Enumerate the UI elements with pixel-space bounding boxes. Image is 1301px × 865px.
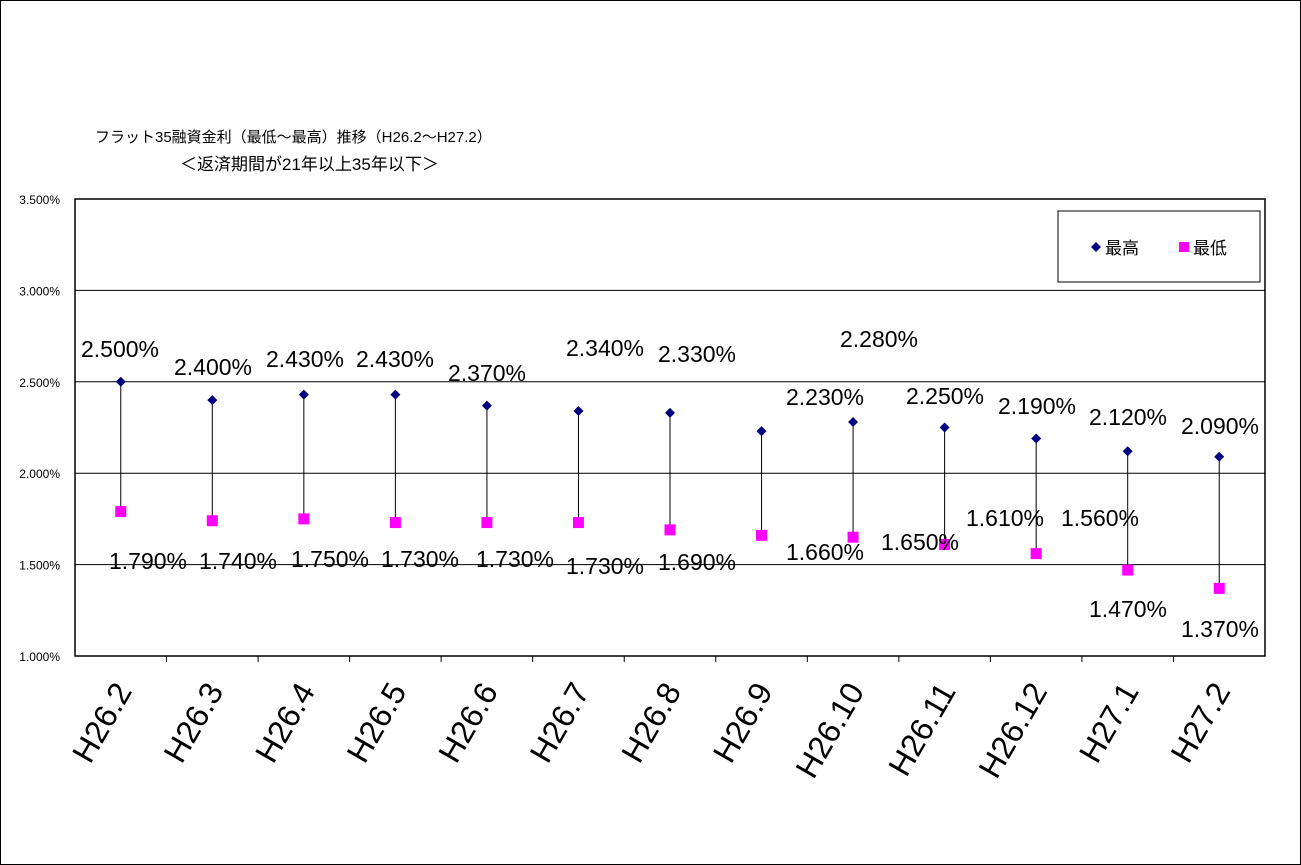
min-data-label: 1.750% xyxy=(291,546,369,572)
min-point xyxy=(1030,548,1042,560)
min-point xyxy=(1213,582,1225,594)
x-tick-label: H26.9 xyxy=(706,677,780,769)
min-data-label: 1.690% xyxy=(658,549,736,575)
min-point xyxy=(481,517,493,529)
max-data-label: 2.280% xyxy=(840,326,918,352)
y-tick-label: 3.500% xyxy=(19,193,60,207)
max-data-label: 2.370% xyxy=(448,360,526,386)
min-point xyxy=(115,506,127,518)
x-tick-label: H27.2 xyxy=(1163,677,1237,769)
min-data-label: 1.740% xyxy=(199,548,277,574)
min-data-label: 1.790% xyxy=(109,548,187,574)
max-data-label: 2.430% xyxy=(356,346,434,372)
max-data-label: 2.090% xyxy=(1181,413,1259,439)
min-data-label: 1.660% xyxy=(786,539,864,565)
min-data-label: 1.730% xyxy=(381,546,459,572)
min-data-label: 1.470% xyxy=(1089,596,1167,622)
y-tick-label: 1.500% xyxy=(19,559,60,573)
min-point xyxy=(664,524,676,536)
min-point xyxy=(298,513,310,525)
max-point xyxy=(573,406,584,417)
max-point xyxy=(665,407,675,418)
max-point xyxy=(939,422,950,433)
max-point xyxy=(1122,446,1133,457)
x-tick-label: H27.1 xyxy=(1072,677,1146,769)
x-tick-label: H26.6 xyxy=(431,677,505,769)
x-tick-label: H26.8 xyxy=(614,677,688,769)
max-data-label: 2.250% xyxy=(906,383,984,409)
max-point xyxy=(848,417,859,428)
x-tick-label: H26.2 xyxy=(65,677,139,769)
min-data-label: 1.730% xyxy=(476,546,554,572)
max-data-label: 2.340% xyxy=(566,335,644,361)
legend-min-label: 最低 xyxy=(1193,239,1227,258)
min-point xyxy=(389,517,401,529)
min-data-label: 1.560% xyxy=(1061,505,1139,531)
legend-box xyxy=(1057,210,1261,283)
min-data-label: 1.650% xyxy=(881,529,959,555)
legend-max-label: 最高 xyxy=(1105,239,1139,258)
x-tick-label: H26.3 xyxy=(156,677,230,769)
max-point xyxy=(207,395,218,406)
x-tick-label: H26.4 xyxy=(248,677,322,769)
chart-title: フラット35融資金利（最低～最高）推移（H26.2～H27.2） xyxy=(95,129,492,146)
min-point xyxy=(756,529,768,541)
legend-min-marker xyxy=(1179,242,1189,252)
x-tick-label: H26.10 xyxy=(788,677,871,784)
x-tick-label: H26.12 xyxy=(971,677,1054,784)
y-tick-label: 3.000% xyxy=(19,284,60,298)
max-point xyxy=(756,426,767,437)
max-point xyxy=(390,389,401,400)
y-tick-label: 2.000% xyxy=(19,467,60,481)
x-tick-label: H26.5 xyxy=(340,677,414,769)
y-tick-label: 2.500% xyxy=(19,376,60,390)
max-data-label: 2.230% xyxy=(786,384,864,410)
max-point xyxy=(298,389,309,400)
x-tick-label: H26.7 xyxy=(523,677,597,769)
min-point xyxy=(939,538,951,550)
legend-max-marker xyxy=(1091,242,1101,252)
min-data-label: 1.370% xyxy=(1181,616,1259,642)
min-point xyxy=(206,515,218,527)
max-data-label: 2.330% xyxy=(658,341,736,367)
min-data-label: 1.730% xyxy=(566,553,644,579)
min-point xyxy=(572,517,584,529)
min-data-label: 1.610% xyxy=(966,505,1044,531)
max-data-label: 2.400% xyxy=(174,354,252,380)
max-data-label: 2.430% xyxy=(266,346,344,372)
max-point xyxy=(1031,433,1042,444)
min-point xyxy=(847,531,859,543)
x-tick-label: H26.11 xyxy=(881,677,963,782)
max-data-label: 2.190% xyxy=(998,393,1076,419)
max-data-label: 2.500% xyxy=(81,336,159,362)
y-tick-label: 1.000% xyxy=(19,650,60,664)
max-point xyxy=(481,400,492,411)
plot-border xyxy=(74,198,1266,657)
max-data-label: 2.120% xyxy=(1089,404,1167,430)
max-point xyxy=(115,376,126,387)
min-point xyxy=(1122,564,1134,576)
chart-subtitle: ＜返済期間が21年以上35年以下＞ xyxy=(180,155,439,174)
max-point xyxy=(1214,451,1225,462)
